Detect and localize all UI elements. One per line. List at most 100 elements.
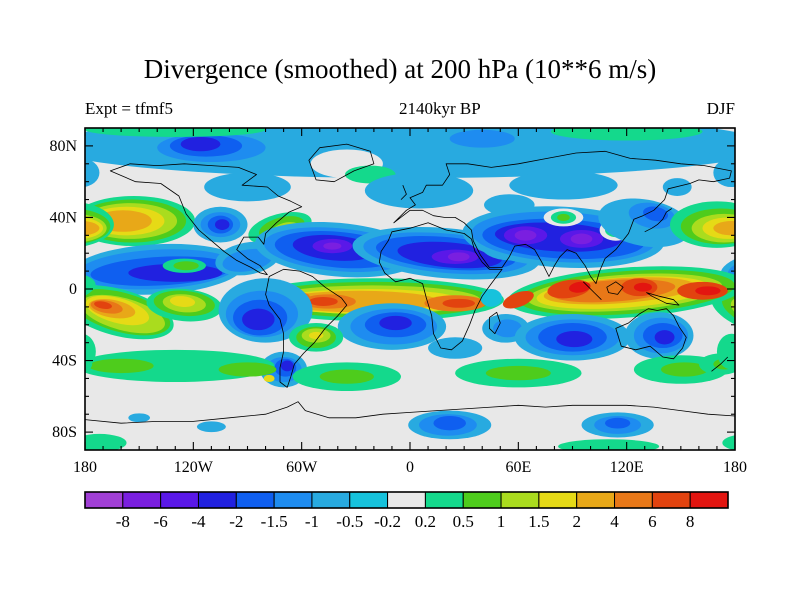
colorbar-segment <box>122 491 162 509</box>
contour-region <box>643 206 669 222</box>
colorbar-segment <box>349 491 389 509</box>
x-tick-label: 180 <box>73 459 97 476</box>
colorbar-segment <box>500 491 540 509</box>
colorbar-label: 6 <box>648 512 657 531</box>
coastline-sumatra <box>583 281 602 300</box>
contour-region <box>727 249 735 290</box>
colorbar-label: 0.5 <box>453 512 474 531</box>
contour-region <box>449 129 515 148</box>
x-tick-label: 120W <box>174 459 214 476</box>
contour-region <box>263 374 275 383</box>
colorbar-segment <box>84 491 124 509</box>
y-tick-label: 40N <box>49 209 77 226</box>
colorbar-label: 1 <box>497 512 506 531</box>
contour-region <box>442 298 475 308</box>
time-label: 2140kyr BP <box>398 99 481 118</box>
x-tick-label: 0 <box>406 459 414 476</box>
colorbar-border <box>84 491 729 509</box>
contour-region <box>85 221 100 236</box>
contour-region <box>218 362 277 377</box>
contour-region <box>570 233 593 245</box>
contour-region <box>319 369 374 384</box>
y-tick-label: 0 <box>69 281 77 298</box>
contour-region <box>502 291 534 309</box>
contour-region <box>85 165 145 191</box>
y-tick-label: 40S <box>52 353 77 370</box>
colorbar-segment <box>462 491 502 509</box>
contour-region <box>88 358 154 374</box>
annotation-row: Expt = tfmf5 2140kyr BP DJF <box>85 99 735 119</box>
contour-region <box>485 365 551 381</box>
coastline-south-america <box>265 268 348 388</box>
colorbar-label: 4 <box>610 512 619 531</box>
contour-region <box>558 439 660 450</box>
coastline-eurasia <box>393 150 732 284</box>
colorbar-segment <box>235 491 275 509</box>
colorbar-segment <box>538 491 578 509</box>
contour-region <box>713 221 735 236</box>
map-area <box>85 128 800 450</box>
contour-region <box>180 136 221 152</box>
colorbar-segment <box>311 491 351 509</box>
contour-region <box>364 172 474 209</box>
axis-ticks <box>84 128 736 450</box>
y-tick-label: 80N <box>49 138 77 155</box>
colorbar-label: 2 <box>572 512 581 531</box>
colorbar-label: -8 <box>116 512 130 531</box>
contour-region <box>633 282 652 292</box>
contour-region <box>733 290 800 331</box>
colorbar-segment <box>614 491 653 509</box>
contour-region <box>727 210 735 232</box>
contour-region <box>730 294 735 334</box>
contour-region <box>654 330 675 345</box>
coastline-antarctica <box>85 401 735 424</box>
y-tick-label: 80S <box>52 424 77 441</box>
colorbar-segment <box>576 491 616 509</box>
colorbar-segment <box>689 491 729 509</box>
plot-title: Divergence (smoothed) at 200 hPa (10**6 … <box>143 54 657 84</box>
contour-region <box>729 171 735 186</box>
experiment-label: Expt = tfmf5 <box>85 99 173 118</box>
contour-region <box>242 308 275 331</box>
colorbar-segment <box>387 491 426 509</box>
contour-region <box>695 286 721 296</box>
x-axis-labels: 180 120W 60W 0 60E 120E 180 <box>73 459 747 476</box>
colorbar-segment <box>160 491 199 509</box>
contour-region <box>662 178 692 196</box>
colorbar-segment <box>197 491 237 509</box>
contour-region <box>85 128 266 137</box>
coastline-madagascar <box>489 311 501 335</box>
contour-region <box>85 158 100 187</box>
x-tick-label: 180 <box>723 459 747 476</box>
colorbar-label: 0.2 <box>415 512 436 531</box>
contour-region <box>323 242 342 250</box>
colorbar-label: 8 <box>686 512 695 531</box>
colorbar-label: -1.5 <box>261 512 288 531</box>
contour-region <box>480 289 503 307</box>
coastline-north-america <box>109 163 303 276</box>
contour-region <box>196 421 226 433</box>
contour-region <box>169 296 196 307</box>
coastline-new-guinea <box>646 292 680 306</box>
coastline-borneo <box>606 281 624 295</box>
contour-region <box>605 417 631 429</box>
contour-region <box>204 172 291 202</box>
contour-region <box>713 158 735 188</box>
contour-region <box>85 128 735 179</box>
contour-region <box>556 331 593 348</box>
season-label: DJF <box>706 99 735 118</box>
contour-region <box>280 360 294 372</box>
contour-region <box>514 229 537 241</box>
coastline-australia <box>615 308 687 360</box>
contour-region <box>379 315 412 331</box>
contour-region <box>433 416 466 431</box>
coastline-japan <box>644 208 673 233</box>
y-axis-labels: 80N 40N 0 40S 80S <box>49 138 77 441</box>
contour-region <box>128 413 151 423</box>
contour-region <box>215 219 230 230</box>
colorbar-segment <box>651 491 691 509</box>
colorbar-segment <box>273 491 313 509</box>
x-tick-label: 60E <box>505 459 531 476</box>
contour-region <box>509 170 618 200</box>
colorbar-label: 1.5 <box>528 512 549 531</box>
